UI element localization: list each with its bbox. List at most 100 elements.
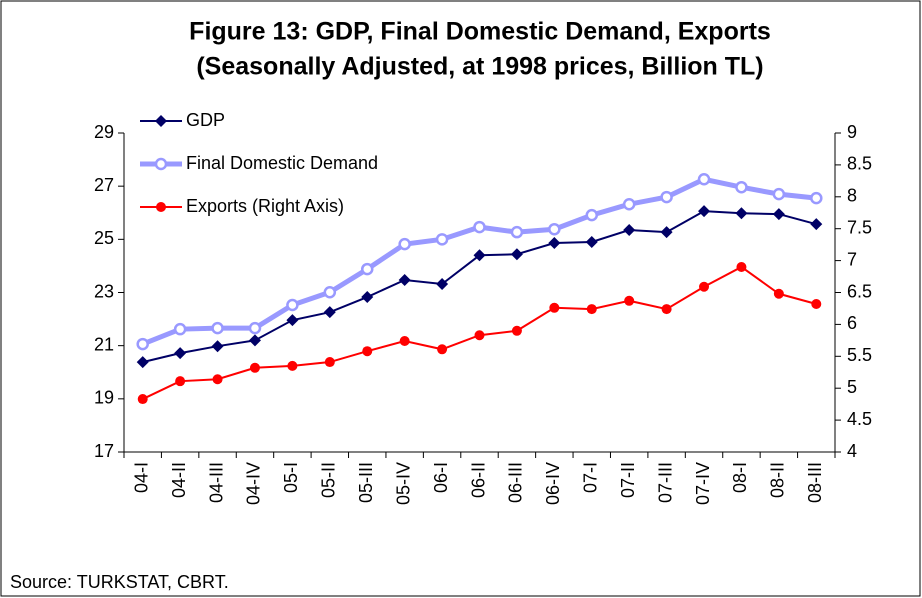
point — [155, 115, 167, 127]
point — [437, 344, 448, 355]
point — [360, 262, 374, 276]
x-tick-label: 04-II — [169, 462, 189, 498]
y2-tick-label: 7 — [847, 249, 857, 269]
point — [211, 340, 224, 353]
y-tick-label: 17 — [94, 441, 114, 461]
point — [699, 281, 710, 292]
point — [772, 208, 785, 221]
point — [773, 288, 784, 299]
legend-label: GDP — [186, 110, 225, 130]
point — [136, 356, 149, 369]
y2-tick-label: 8 — [847, 186, 857, 206]
point — [473, 220, 486, 234]
x-tick-label: 05-III — [356, 462, 376, 503]
point — [810, 218, 823, 231]
point — [286, 314, 299, 327]
point — [323, 285, 337, 299]
y2-tick-label: 7.5 — [847, 217, 872, 237]
y-tick-label: 23 — [94, 281, 114, 301]
point — [585, 235, 598, 248]
x-tick-label: 06-IV — [543, 462, 563, 505]
point — [736, 261, 747, 272]
y2-tick-label: 5 — [847, 377, 857, 397]
x-tick-label: 04-IV — [244, 462, 264, 505]
point — [698, 205, 711, 218]
y2-tick-label: 5.5 — [847, 345, 872, 365]
point — [249, 362, 260, 373]
x-tick-label: 07-I — [581, 462, 601, 493]
point — [175, 376, 186, 387]
point — [510, 248, 523, 261]
point — [549, 302, 560, 313]
x-tick-label: 08-II — [768, 462, 788, 498]
point — [398, 237, 411, 251]
point — [810, 191, 823, 205]
point — [398, 274, 411, 287]
point — [548, 222, 561, 236]
y-tick-label: 27 — [94, 175, 114, 195]
point — [212, 374, 223, 385]
x-tick-label: 08-I — [730, 462, 750, 493]
x-tick-label: 08-III — [805, 462, 825, 503]
point — [660, 190, 673, 204]
x-tick-label: 07-III — [655, 462, 675, 503]
point — [735, 180, 748, 194]
point — [811, 298, 822, 309]
point — [473, 249, 486, 262]
x-tick-label: 05-IV — [393, 462, 413, 505]
x-tick-label: 05-I — [281, 462, 301, 493]
point — [156, 202, 166, 212]
point — [548, 237, 561, 250]
y-tick-label: 21 — [94, 334, 114, 354]
chart-subtitle: (Seasonally Adjusted, at 1998 prices, Bi… — [196, 53, 763, 81]
source-note: Source: TURKSTAT, CBRT. — [10, 572, 229, 592]
point — [137, 394, 148, 405]
point — [510, 225, 524, 239]
y2-tick-label: 8.5 — [847, 154, 872, 174]
point — [248, 321, 262, 335]
point — [697, 173, 711, 186]
point — [136, 337, 149, 351]
point — [735, 207, 748, 220]
point — [660, 226, 673, 239]
chart-title: Figure 13: GDP, Final Domestic Demand, E… — [189, 18, 771, 46]
y2-tick-label: 6 — [847, 313, 857, 333]
y2-tick-label: 9 — [847, 122, 857, 142]
x-tick-label: 04-I — [131, 462, 151, 493]
legend-label: Final Domestic Demand — [186, 153, 378, 173]
point — [474, 330, 485, 341]
point — [324, 357, 335, 368]
x-tick-label: 07-II — [618, 462, 638, 498]
y-tick-label: 29 — [94, 122, 114, 142]
point — [624, 295, 635, 306]
point — [154, 157, 168, 171]
y-tick-label: 19 — [94, 388, 114, 408]
point — [211, 321, 224, 335]
point — [772, 187, 786, 201]
point — [362, 346, 373, 357]
point — [248, 334, 261, 347]
point — [399, 335, 410, 346]
point — [586, 304, 597, 315]
x-tick-label: 06-III — [506, 462, 526, 503]
x-tick-label: 06-I — [431, 462, 451, 493]
point — [323, 306, 336, 319]
y-tick-label: 25 — [94, 228, 114, 248]
point — [585, 208, 599, 222]
point — [661, 304, 672, 315]
point — [435, 233, 449, 246]
x-tick-label: 04-III — [206, 462, 226, 503]
point — [436, 277, 449, 290]
point — [511, 325, 522, 336]
point — [623, 224, 636, 237]
x-tick-label: 06-II — [468, 462, 488, 498]
x-tick-label: 07-IV — [693, 462, 713, 505]
point — [286, 298, 299, 312]
legend-label: Exports (Right Axis) — [186, 196, 344, 216]
x-tick-label: 05-II — [319, 462, 339, 498]
y2-tick-label: 4.5 — [847, 409, 872, 429]
point — [287, 360, 298, 371]
point — [173, 322, 187, 336]
